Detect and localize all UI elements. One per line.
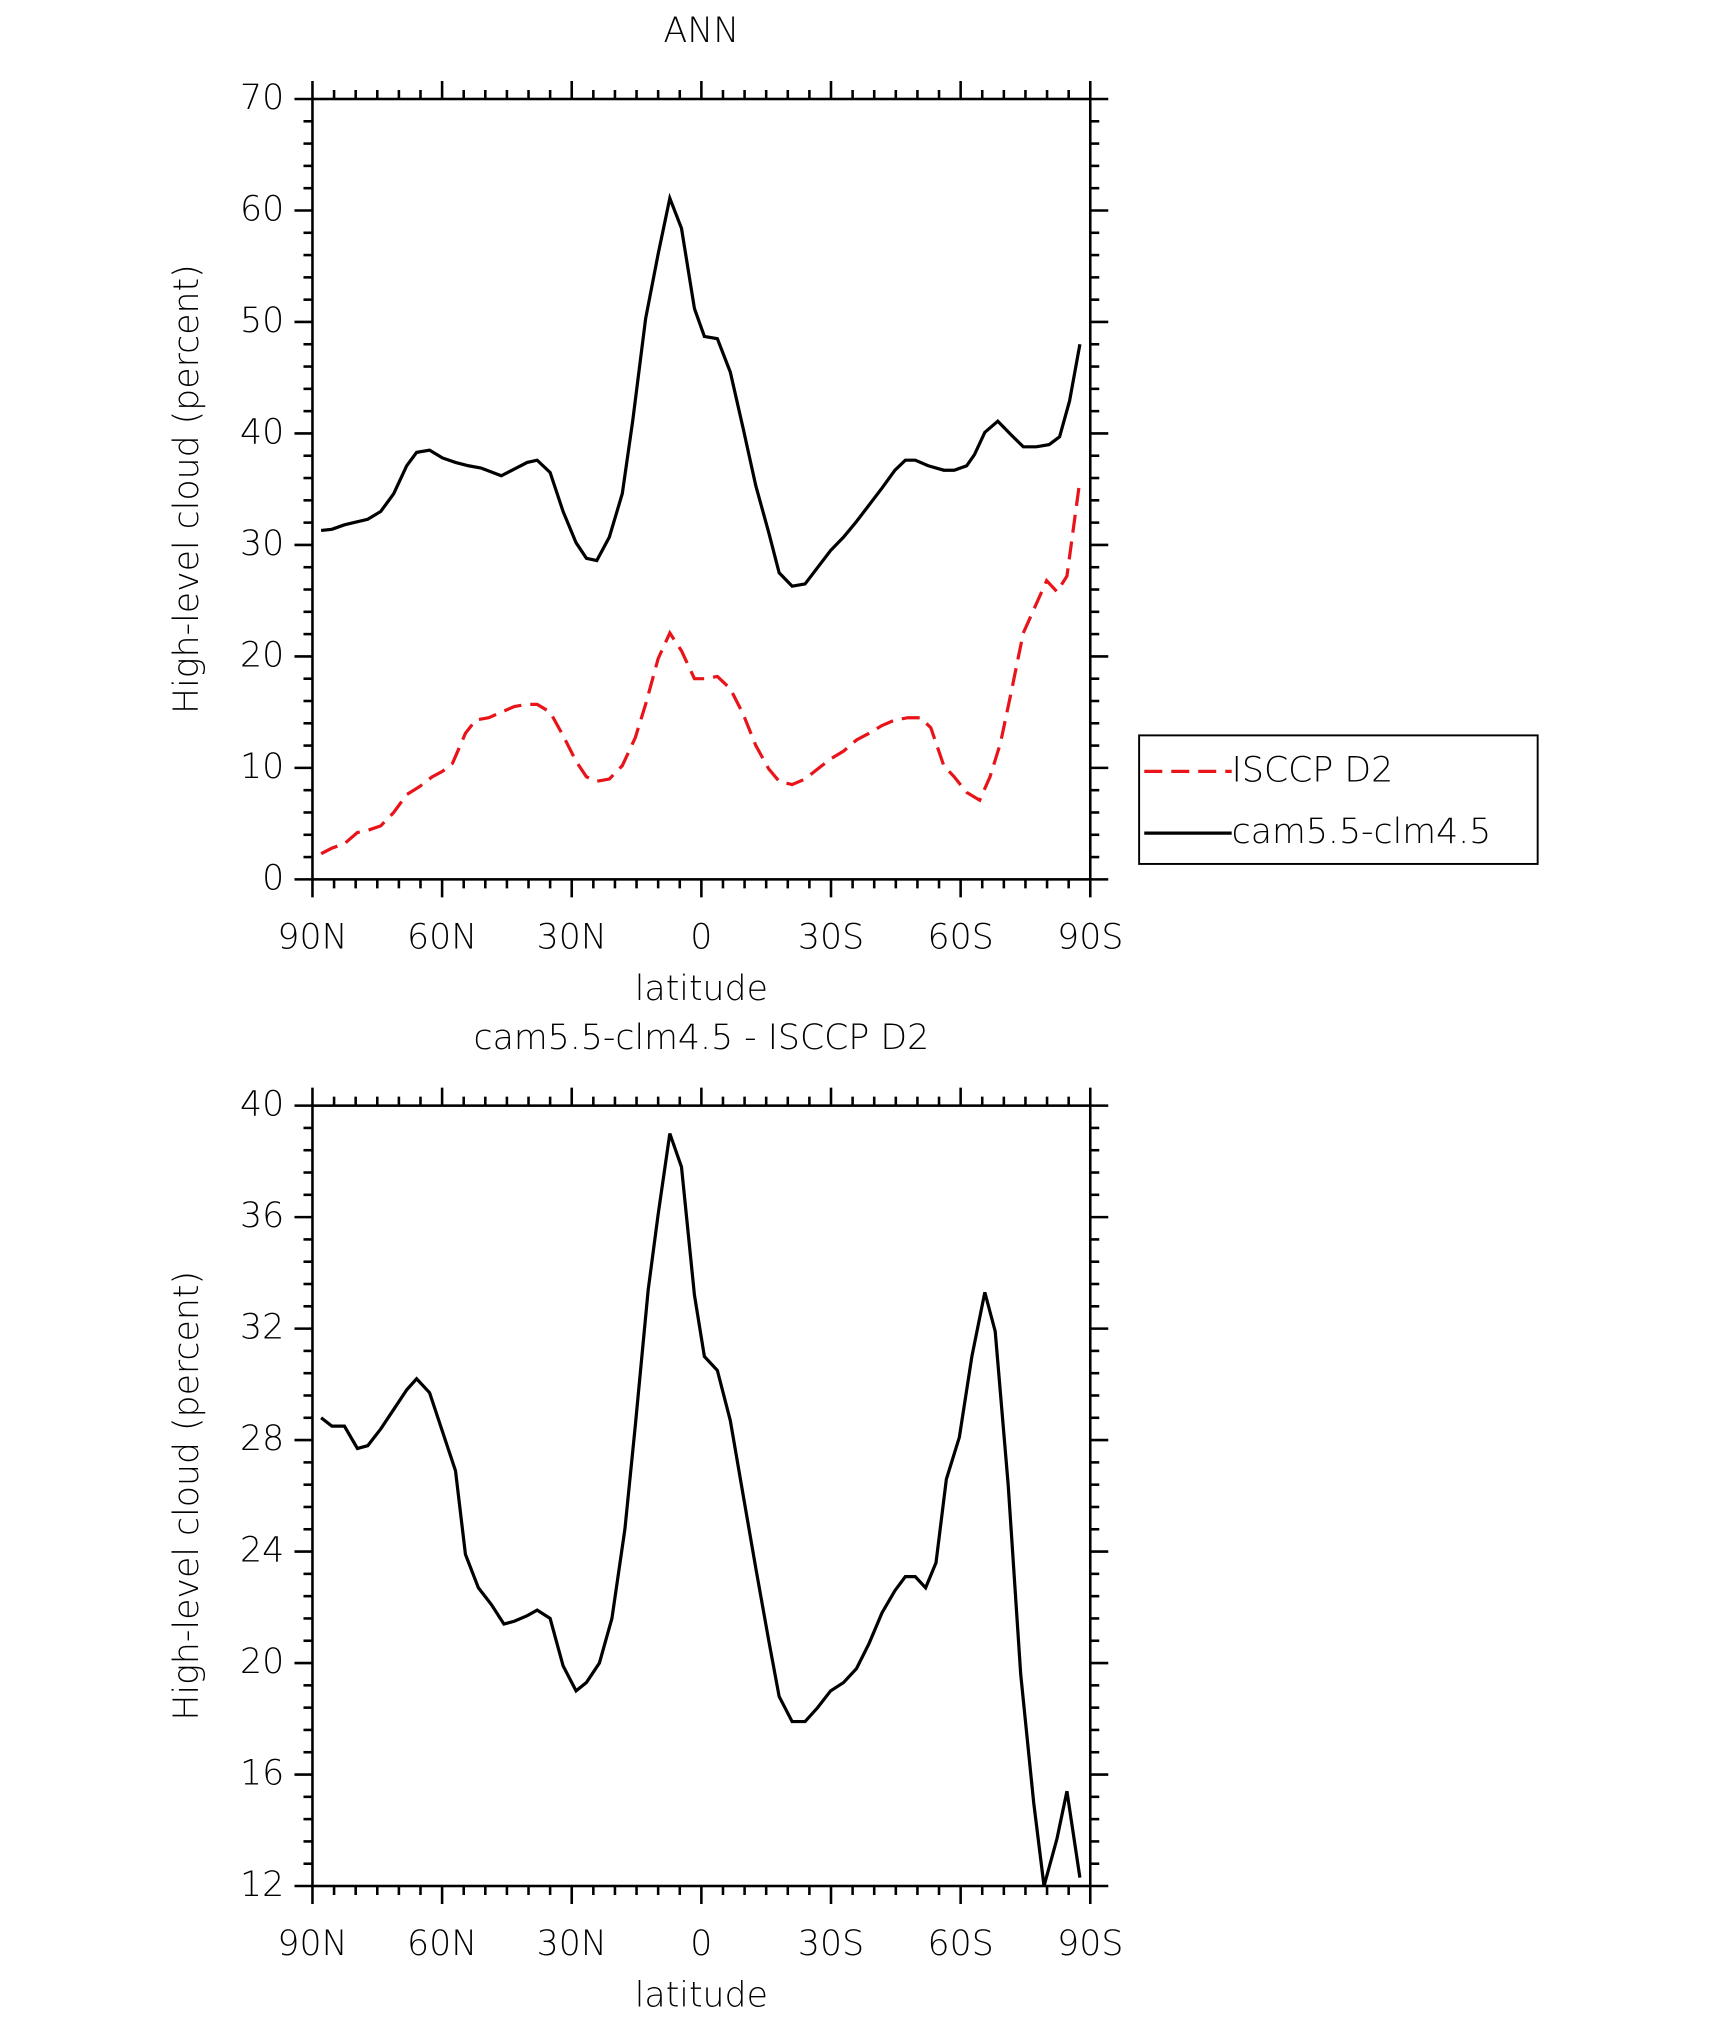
y-tick-label: 70: [240, 78, 284, 118]
x-tick-label: 0: [690, 1924, 712, 1964]
x-tick-label: 30S: [798, 1924, 864, 1964]
data-line: [320, 480, 1082, 856]
y-tick-label: 40: [240, 412, 284, 452]
y-tick-label: 0: [262, 858, 284, 898]
x-tick-label: 30N: [537, 918, 607, 958]
x-tick-label: 60N: [407, 918, 477, 958]
y-tick-label: 12: [240, 1865, 284, 1905]
y-tick-label: 24: [240, 1531, 284, 1571]
legend-label: ISCCP D2: [1232, 750, 1393, 790]
y-tick-label: 16: [240, 1754, 284, 1794]
chart-title: ANN: [664, 11, 740, 51]
x-axis-label: latitude: [635, 969, 768, 1009]
chart-title: cam5.5-clm4.5 - ISCCP D2: [474, 1018, 930, 1058]
data-line: [320, 1132, 1082, 1887]
x-tick-label: 30N: [537, 1924, 607, 1964]
y-tick-label: 60: [240, 189, 284, 229]
x-tick-label: 90S: [1057, 1924, 1123, 1964]
x-tick-label: 90N: [277, 918, 347, 958]
plot-frame: [311, 1104, 1092, 1888]
y-tick-label: 10: [240, 747, 284, 787]
x-tick-label: 30S: [798, 918, 864, 958]
legend-box: [1138, 734, 1539, 865]
y-tick-label: 40: [240, 1085, 284, 1125]
y-tick-label: 36: [240, 1196, 284, 1236]
x-tick-label: 90S: [1057, 918, 1123, 958]
x-tick-label: 60S: [928, 918, 994, 958]
y-axis-label: High-level cloud (percent): [167, 1271, 207, 1721]
y-tick-label: 50: [240, 301, 284, 341]
y-tick-label: 20: [240, 635, 284, 675]
y-tick-label: 30: [240, 524, 284, 564]
x-tick-label: 90N: [277, 1924, 347, 1964]
x-tick-label: 60N: [407, 1924, 477, 1964]
x-tick-label: 60S: [928, 1924, 994, 1964]
x-axis-label: latitude: [635, 1976, 768, 2016]
y-axis-label: High-level cloud (percent): [167, 264, 207, 714]
data-line: [320, 192, 1082, 588]
legend-label: cam5.5-clm4.5: [1232, 812, 1492, 852]
y-tick-label: 20: [240, 1642, 284, 1682]
plot-frame: [311, 97, 1092, 881]
x-tick-label: 0: [690, 918, 712, 958]
y-tick-label: 28: [240, 1419, 284, 1459]
y-tick-label: 32: [240, 1308, 284, 1348]
